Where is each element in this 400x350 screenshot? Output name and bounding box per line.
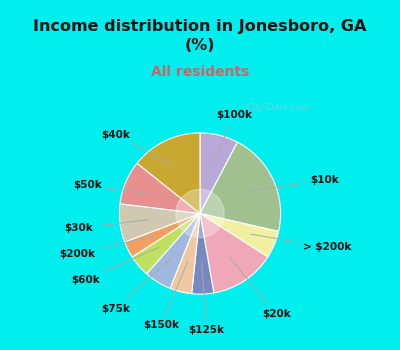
Text: $20k: $20k — [230, 257, 291, 319]
Text: > $200k: > $200k — [251, 234, 352, 252]
Text: $150k: $150k — [143, 261, 188, 330]
Wedge shape — [200, 133, 238, 214]
Wedge shape — [132, 214, 200, 274]
Wedge shape — [137, 133, 200, 214]
Wedge shape — [125, 214, 200, 257]
Text: $200k: $200k — [60, 236, 154, 259]
Text: All residents: All residents — [151, 65, 249, 79]
Wedge shape — [200, 214, 278, 257]
Circle shape — [176, 189, 224, 238]
Text: $40k: $40k — [101, 130, 176, 167]
Text: City-Data.com: City-Data.com — [247, 103, 311, 112]
Text: $60k: $60k — [71, 247, 160, 285]
Text: $100k: $100k — [213, 110, 252, 164]
Text: $50k: $50k — [73, 180, 151, 194]
Wedge shape — [120, 163, 200, 214]
Text: $125k: $125k — [188, 263, 224, 335]
Wedge shape — [119, 204, 200, 242]
Text: $30k: $30k — [65, 220, 148, 233]
Wedge shape — [192, 214, 214, 294]
Text: $75k: $75k — [101, 258, 172, 314]
Text: Income distribution in Jonesboro, GA
(%): Income distribution in Jonesboro, GA (%) — [33, 19, 367, 53]
Wedge shape — [146, 214, 200, 288]
Wedge shape — [200, 214, 268, 293]
Wedge shape — [200, 142, 281, 231]
Wedge shape — [170, 214, 200, 294]
Text: $10k: $10k — [250, 175, 339, 191]
